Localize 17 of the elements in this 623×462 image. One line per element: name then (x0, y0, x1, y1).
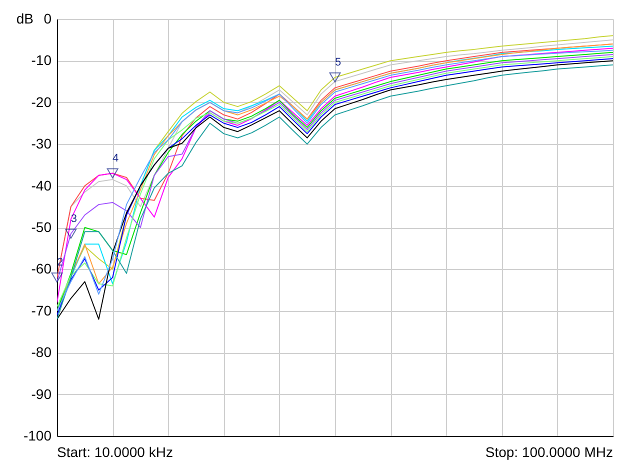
y-axis-title: dB (16, 10, 34, 26)
annotation: 3 (70, 212, 77, 225)
text: Start: 10.0000 kHz (57, 444, 173, 460)
y-tick-label: 0 (44, 10, 52, 26)
y-tick-label: -70 (31, 302, 52, 318)
y-tick-label: -50 (31, 219, 52, 235)
annotation: 5 (334, 56, 342, 68)
y-tick-label: -10 (31, 52, 52, 68)
y-tick-label: -100 (23, 428, 52, 444)
y-tick-label: -30 (31, 136, 52, 152)
y-tick-label: -40 (31, 177, 52, 194)
y-tick-label: -60 (31, 260, 52, 277)
annotation: 4 (112, 152, 119, 164)
text: Stop: 100.0000 MHz (485, 444, 613, 460)
y-tick-label: -20 (31, 94, 52, 110)
y-tick-label: -90 (31, 386, 52, 402)
y-tick-label: -80 (31, 344, 52, 360)
